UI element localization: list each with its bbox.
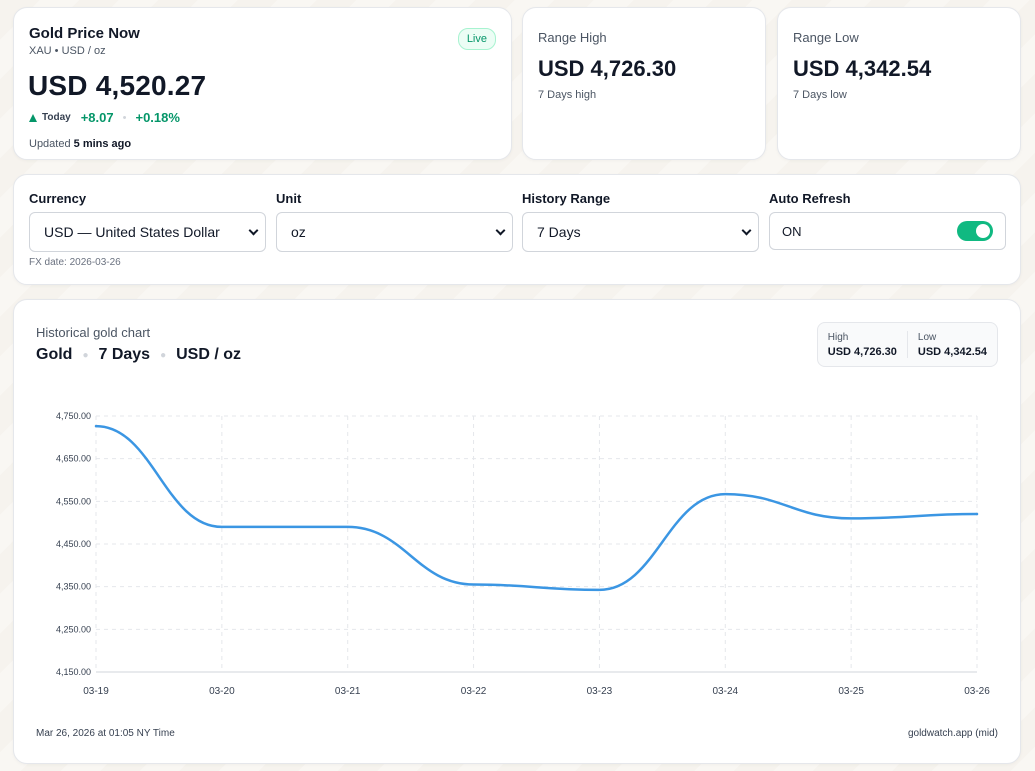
unit-selected-value: oz [291, 224, 306, 240]
summary-high: High USD 4,726.30 [828, 332, 897, 358]
x-tick-label: 03-22 [461, 686, 487, 697]
y-tick-label: 4,550.00 [56, 496, 91, 506]
range-low-note: 7 Days low [793, 89, 847, 101]
x-tick-label: 03-26 [964, 686, 990, 697]
x-tick-label: 03-21 [335, 686, 361, 697]
high-low-summary: High USD 4,726.30 Low USD 4,342.54 [816, 322, 998, 367]
y-tick-label: 4,750.00 [56, 411, 91, 421]
price-line-chart: 4,750.00 4,650.00 4,550.00 4,450.00 4,350.00… [56, 411, 990, 697]
chart-heading: Gold ● 7 Days ● USD / oz [36, 346, 241, 364]
chevron-down-icon [248, 225, 259, 235]
today-label: Today [42, 112, 71, 123]
history-range-label: History Range [522, 191, 611, 206]
x-tick-label: 03-23 [587, 686, 613, 697]
y-tick-label: 4,350.00 [56, 582, 91, 592]
y-tick-label: 4,450.00 [56, 539, 91, 549]
y-tick-label: 4,250.00 [56, 624, 91, 634]
chart-range: 7 Days [98, 346, 151, 363]
auto-refresh-label: Auto Refresh [769, 191, 851, 206]
summary-high-value: USD 4,726.30 [827, 345, 897, 358]
y-tick-label: 4,150.00 [56, 667, 91, 677]
current-price-title: Gold Price Now [29, 25, 140, 42]
summary-low-value: USD 4,342.54 [917, 345, 987, 358]
summary-high-label: High [827, 331, 849, 343]
chart-unit: USD / oz [176, 346, 242, 363]
currency-control: Currency USD — United States Dollar [29, 191, 266, 252]
range-high-title: Range High [538, 30, 607, 45]
separator-dot: • [122, 111, 127, 124]
summary-low: Low USD 4,342.54 [918, 332, 987, 358]
unit-control: Unit oz [276, 191, 513, 252]
range-low-value: USD 4,342.54 [793, 56, 932, 81]
currency-selected-value: USD — United States Dollar [44, 224, 220, 240]
history-range-select[interactable]: 7 Days [522, 212, 759, 252]
range-high-card: Range High USD 4,726.30 7 Days high [522, 7, 766, 160]
chart-kicker: Historical gold chart [36, 325, 151, 340]
currency-label: Currency [29, 191, 87, 206]
history-range-selected-value: 7 Days [537, 224, 581, 240]
chevron-down-icon [495, 225, 506, 235]
range-high-note: 7 Days high [538, 89, 597, 101]
live-badge: Live [457, 28, 496, 50]
chart-timestamp: Mar 26, 2026 at 01:05 NY Time [36, 728, 175, 739]
history-chart-card: 4,750.00 4,650.00 4,550.00 4,450.00 4,350.00… [13, 299, 1021, 764]
unit-label: Unit [276, 191, 302, 206]
fx-date: FX date: 2026-03-26 [29, 257, 121, 268]
separator-dot: ● [160, 349, 167, 361]
toggle-knob [976, 224, 990, 238]
unit-select[interactable]: oz [276, 212, 513, 252]
x-tick-label: 03-20 [209, 686, 235, 697]
chart-metal: Gold [36, 346, 73, 363]
range-low-title: Range Low [793, 30, 859, 45]
history-range-control: History Range 7 Days [522, 191, 759, 252]
auto-refresh-state: ON [782, 223, 802, 239]
x-tick-label: 03-25 [838, 686, 864, 697]
change-percent: +0.18% [135, 110, 180, 125]
auto-refresh-toggle[interactable] [957, 221, 993, 241]
change-absolute: +8.07 [80, 110, 114, 125]
chart-source: goldwatch.app (mid) [907, 728, 998, 739]
updated-time: 5 mins ago [73, 138, 132, 150]
up-arrow-icon [29, 113, 37, 122]
currency-select[interactable]: USD — United States Dollar [29, 212, 266, 252]
price-series-line [94, 424, 979, 592]
current-price-card: Gold Price Now XAU • USD / oz Live USD 4… [13, 7, 512, 160]
summary-low-label: Low [917, 331, 937, 343]
current-price-value: USD 4,520.27 [28, 70, 207, 101]
y-tick-label: 4,650.00 [56, 454, 91, 464]
updated-prefix: Updated [29, 138, 71, 150]
auto-refresh-control: Auto Refresh ON [769, 191, 1006, 250]
summary-divider [906, 331, 908, 358]
range-low-card: Range Low USD 4,342.54 7 Days low [777, 7, 1021, 160]
separator-dot: ● [82, 349, 89, 361]
controls-panel: Currency USD — United States Dollar FX d… [13, 174, 1021, 285]
updated-status: Updated 5 mins ago [29, 138, 131, 150]
chevron-down-icon [741, 225, 752, 235]
range-high-value: USD 4,726.30 [538, 56, 677, 81]
current-price-subtitle: XAU • USD / oz [29, 45, 106, 57]
x-tick-label: 03-24 [712, 686, 738, 697]
x-tick-label: 03-19 [83, 686, 109, 697]
today-change: Today +8.07 • +0.18% [29, 110, 180, 125]
auto-refresh-box: ON [769, 212, 1006, 250]
